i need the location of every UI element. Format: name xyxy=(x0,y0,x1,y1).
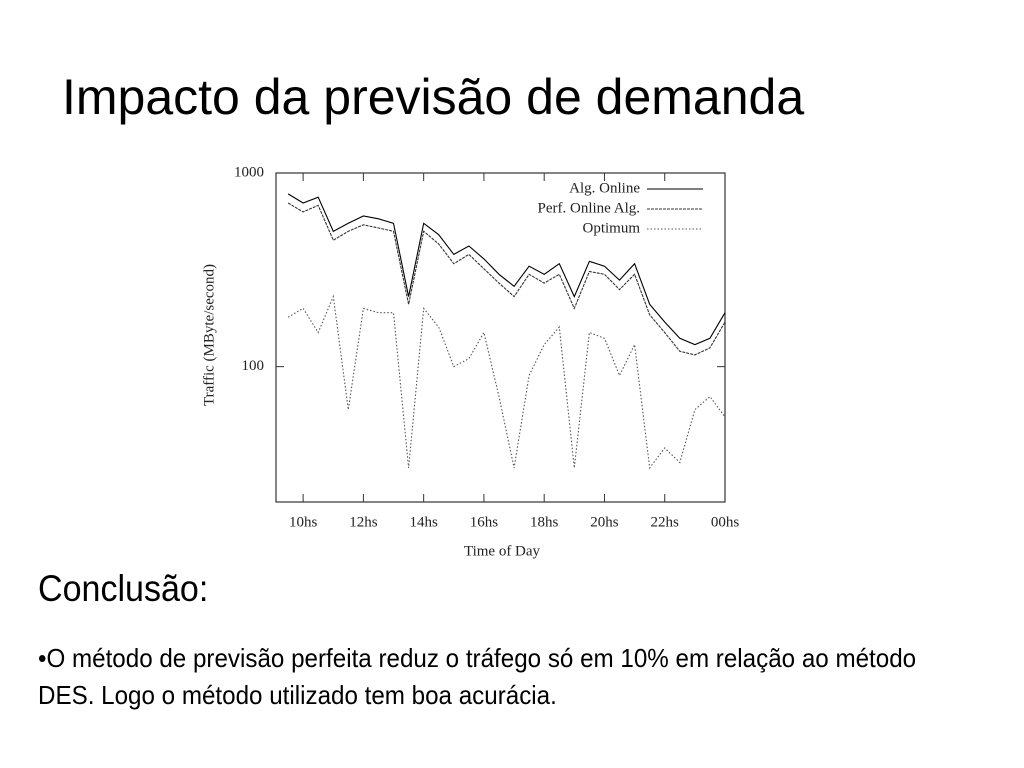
x-tick-label: 18hs xyxy=(530,514,559,530)
x-tick-label: 22hs xyxy=(651,514,680,530)
plot-frame xyxy=(275,172,726,503)
slide-title: Impacto da previsão de demanda xyxy=(62,69,805,125)
x-axis-label: Time of Day xyxy=(464,543,541,559)
legend-label: Perf. Online Alg. xyxy=(538,200,641,216)
x-tick-label: 20hs xyxy=(590,514,619,530)
x-tick-label: 10hs xyxy=(289,514,318,530)
y-tick-label: 1000 xyxy=(234,164,264,180)
series-line xyxy=(287,193,726,346)
x-tick-label: 16hs xyxy=(470,514,499,530)
y-tick-label: 100 xyxy=(242,358,265,374)
x-tick-label: 14hs xyxy=(409,514,438,530)
bullet-text: •O método de previsão perfeita reduz o t… xyxy=(38,643,917,710)
heading: Conclusão: xyxy=(38,568,209,609)
series-line xyxy=(287,294,726,470)
legend-label: Optimum xyxy=(582,220,640,236)
legend-label: Alg. Online xyxy=(569,180,640,196)
y-axis-label: Traffic (MByte/second) xyxy=(201,264,217,406)
x-tick-label: 12hs xyxy=(349,514,378,530)
x-tick-label: 00hs xyxy=(711,514,740,530)
series-line xyxy=(287,202,726,356)
